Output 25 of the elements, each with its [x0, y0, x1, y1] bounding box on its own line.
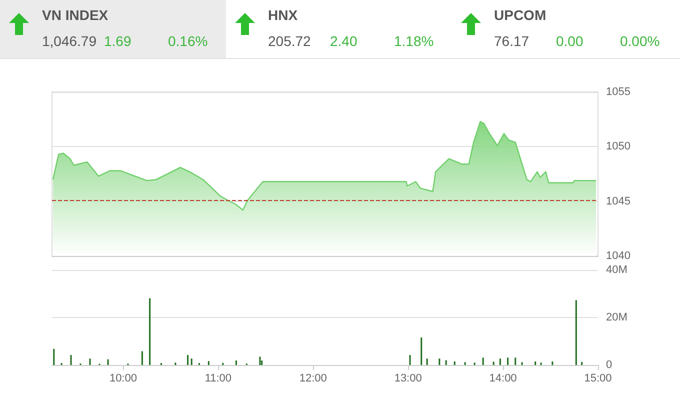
text: 0.00	[556, 33, 584, 49]
text: HNX	[268, 7, 298, 23]
text: UPCOM	[494, 7, 546, 23]
x-tick-label: 15:00	[584, 372, 612, 384]
text: 0.16%	[168, 33, 208, 49]
y-tick-label: 40M	[606, 264, 628, 276]
text: 1.69	[104, 33, 132, 49]
text: 0.00%	[620, 33, 660, 49]
y-tick-label: 1050	[606, 140, 630, 153]
y-tick-label: 1045	[606, 195, 630, 208]
y-tick-label: 1055	[606, 86, 630, 98]
x-tick-label: 13:00	[394, 372, 422, 384]
text: VN INDEX	[42, 7, 108, 23]
text: 1,046.79	[42, 33, 96, 49]
text: 76.17	[494, 33, 530, 49]
x-tick-label: 14:00	[489, 372, 517, 384]
y-tick-label: 1040	[606, 250, 630, 262]
x-tick-label: 11:00	[204, 372, 232, 384]
text: 205.72	[268, 33, 311, 49]
y-tick-label: 20M	[606, 312, 628, 324]
text: 2.40	[330, 33, 358, 49]
x-tick-label: 10:00	[109, 372, 137, 384]
y-tick-label: 0	[606, 359, 612, 371]
x-tick-label: 12:00	[299, 372, 327, 384]
text: 1.18%	[394, 33, 434, 49]
